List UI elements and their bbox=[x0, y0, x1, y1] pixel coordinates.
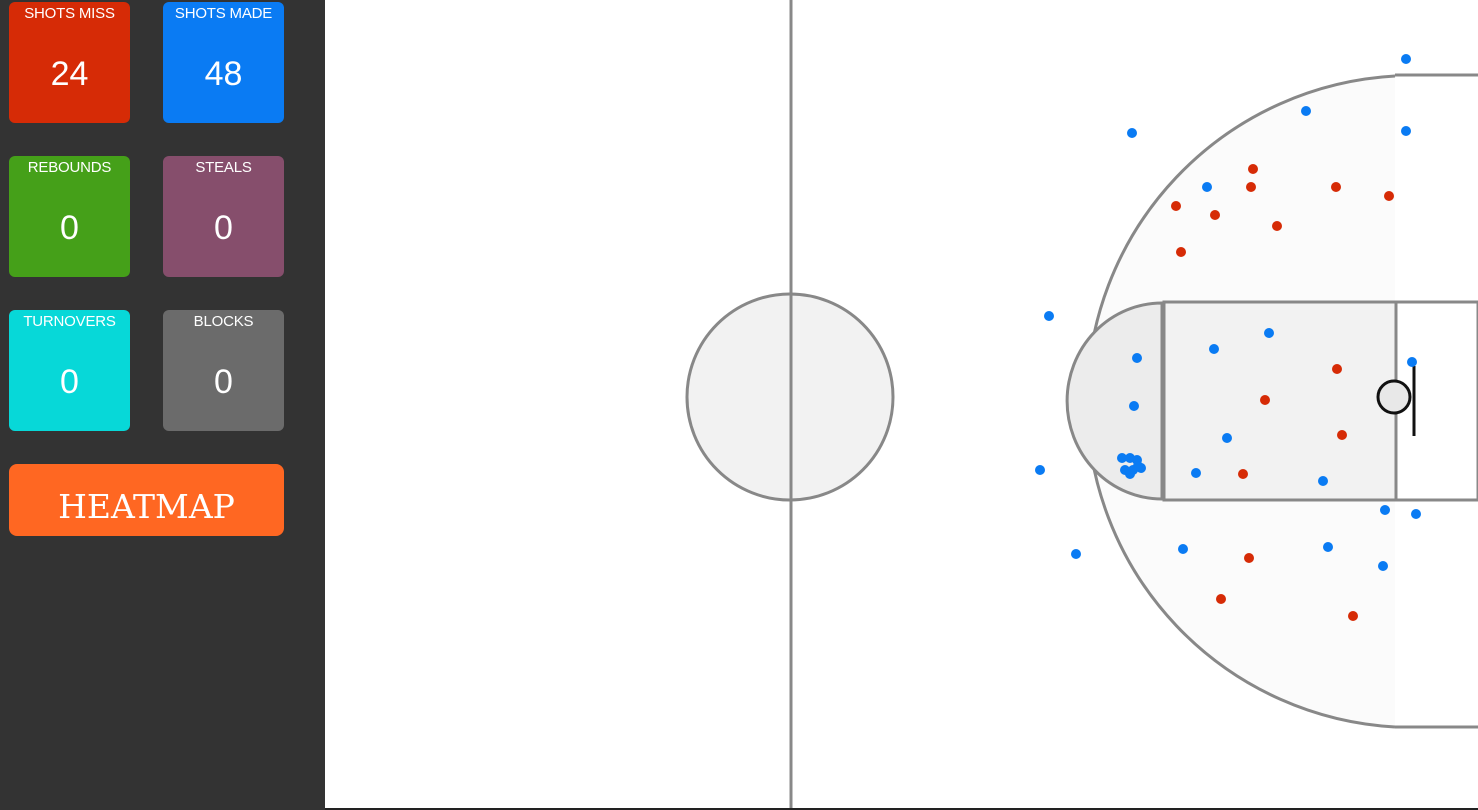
steals-card[interactable]: STEALS 0 bbox=[163, 156, 284, 277]
made-shot-marker bbox=[1323, 542, 1333, 552]
missed-shot-marker bbox=[1332, 364, 1342, 374]
made-shot-marker bbox=[1178, 544, 1188, 554]
rebounds-label: REBOUNDS bbox=[27, 159, 112, 176]
made-shot-marker bbox=[1044, 311, 1054, 321]
shots-miss-value: 24 bbox=[50, 55, 89, 93]
shots-made-card[interactable]: SHOTS MADE 48 bbox=[163, 2, 284, 123]
missed-shot-marker bbox=[1238, 469, 1248, 479]
made-shot-marker bbox=[1191, 468, 1201, 478]
made-shot-marker bbox=[1127, 128, 1137, 138]
missed-shot-marker bbox=[1176, 247, 1186, 257]
shots-layer bbox=[1035, 54, 1421, 621]
missed-shot-marker bbox=[1171, 201, 1181, 211]
stats-sidebar: SHOTS MISS 24 SHOTS MADE 48 REBOUNDS 0 S… bbox=[0, 0, 325, 810]
made-shot-marker bbox=[1071, 549, 1081, 559]
shots-miss-label: SHOTS MISS bbox=[24, 5, 115, 22]
made-shot-marker bbox=[1129, 401, 1139, 411]
rebounds-card[interactable]: REBOUNDS 0 bbox=[9, 156, 130, 277]
made-shot-marker bbox=[1264, 328, 1274, 338]
blocks-value: 0 bbox=[214, 363, 233, 401]
made-shot-marker bbox=[1318, 476, 1328, 486]
missed-shot-marker bbox=[1248, 164, 1258, 174]
turnovers-card[interactable]: TURNOVERS 0 bbox=[9, 310, 130, 431]
missed-shot-marker bbox=[1337, 430, 1347, 440]
steals-value: 0 bbox=[214, 209, 233, 247]
made-shot-marker bbox=[1035, 465, 1045, 475]
blocks-card[interactable]: BLOCKS 0 bbox=[163, 310, 284, 431]
made-shot-marker bbox=[1401, 54, 1411, 64]
blocks-label: BLOCKS bbox=[193, 313, 254, 330]
heatmap-button[interactable]: HEATMAP bbox=[9, 464, 284, 536]
missed-shot-marker bbox=[1331, 182, 1341, 192]
made-shot-marker bbox=[1117, 453, 1127, 463]
made-shot-marker bbox=[1133, 461, 1143, 471]
made-shot-marker bbox=[1125, 469, 1135, 479]
shots-made-value: 48 bbox=[204, 55, 243, 93]
made-shot-marker bbox=[1202, 182, 1212, 192]
missed-shot-marker bbox=[1260, 395, 1270, 405]
missed-shot-marker bbox=[1210, 210, 1220, 220]
missed-shot-marker bbox=[1272, 221, 1282, 231]
made-shot-marker bbox=[1222, 433, 1232, 443]
made-shot-marker bbox=[1378, 561, 1388, 571]
missed-shot-marker bbox=[1348, 611, 1358, 621]
rebounds-value: 0 bbox=[60, 209, 79, 247]
made-shot-marker bbox=[1407, 357, 1417, 367]
made-shot-marker bbox=[1132, 353, 1142, 363]
free-throw-lane bbox=[1162, 300, 1398, 502]
missed-shot-marker bbox=[1216, 594, 1226, 604]
turnovers-label: TURNOVERS bbox=[23, 313, 116, 330]
shots-made-label: SHOTS MADE bbox=[174, 5, 273, 22]
made-shot-marker bbox=[1401, 126, 1411, 136]
made-shot-marker bbox=[1380, 505, 1390, 515]
court-svg[interactable] bbox=[325, 0, 1478, 808]
missed-shot-marker bbox=[1246, 182, 1256, 192]
made-shot-marker bbox=[1411, 509, 1421, 519]
shots-miss-card[interactable]: SHOTS MISS 24 bbox=[9, 2, 130, 123]
hoop bbox=[1376, 379, 1412, 415]
steals-label: STEALS bbox=[195, 159, 252, 176]
missed-shot-marker bbox=[1384, 191, 1394, 201]
free-throw-circle bbox=[1065, 301, 1164, 501]
made-shot-marker bbox=[1209, 344, 1219, 354]
turnovers-value: 0 bbox=[60, 363, 79, 401]
shot-chart-court[interactable] bbox=[325, 0, 1478, 810]
missed-shot-marker bbox=[1244, 553, 1254, 563]
made-shot-marker bbox=[1301, 106, 1311, 116]
